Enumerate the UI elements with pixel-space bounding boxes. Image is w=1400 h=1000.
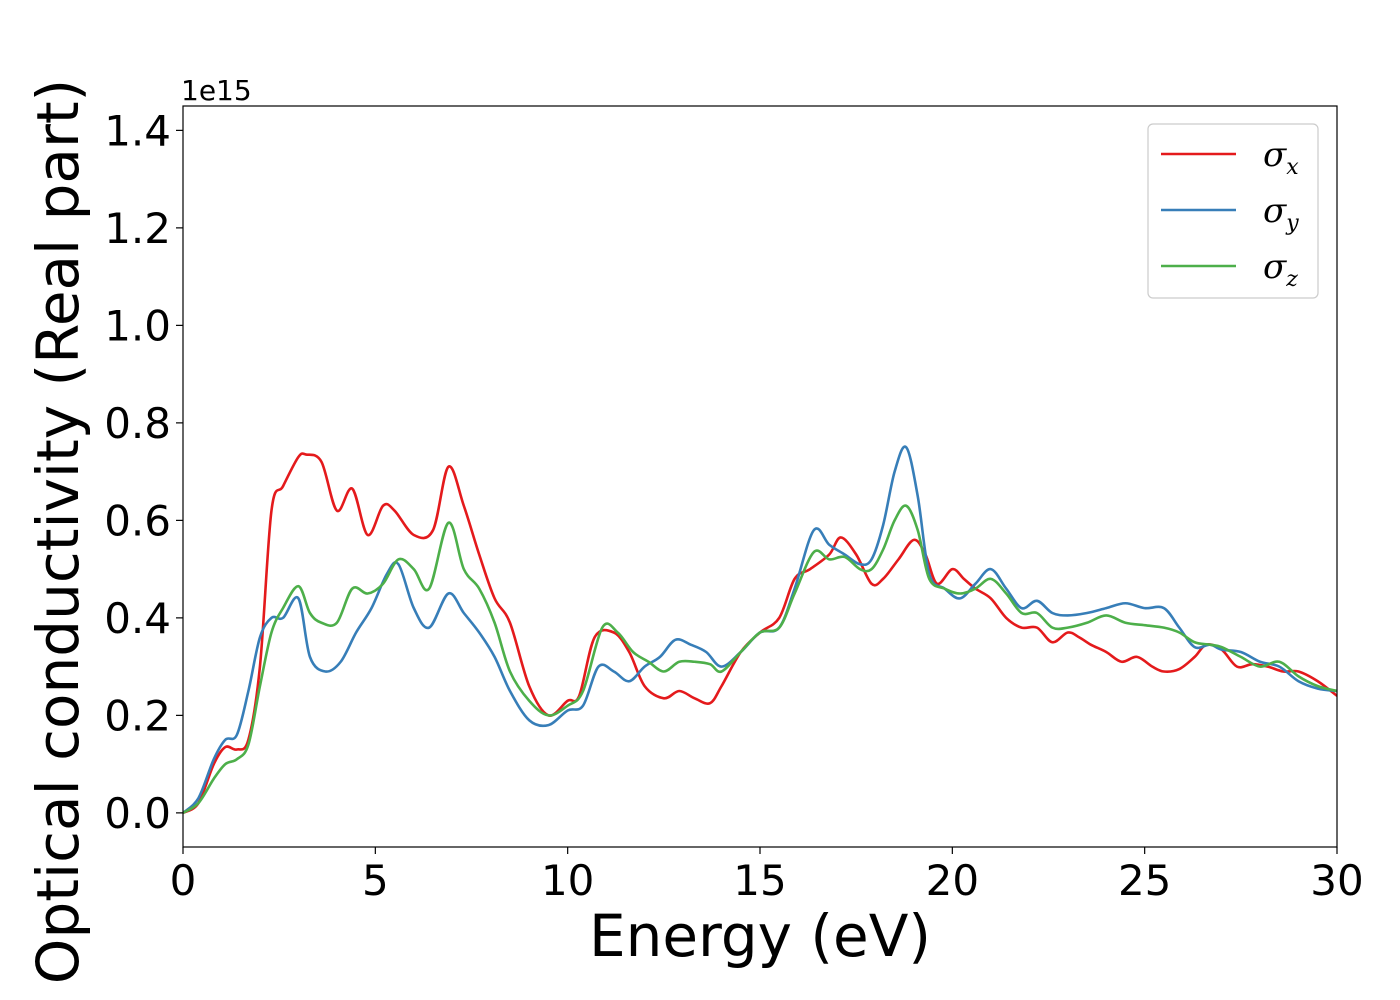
y-axis: 0.0 0.2 0.4 0.6 0.8 1.0 1.2 1.4 [104, 106, 183, 838]
x-tick-label: 0 [170, 856, 197, 905]
y-tick-label: 0.2 [104, 691, 171, 740]
plot-area [182, 105, 1338, 848]
y-tick-label: 0.4 [104, 594, 171, 643]
legend-symbol: σ [1263, 191, 1287, 231]
y-tick-label: 1.0 [104, 301, 171, 350]
x-tick-label: 25 [1118, 856, 1171, 905]
y-tick-label: 1.2 [104, 204, 171, 253]
y-axis-title: Optical conductivity (Real part) [24, 79, 92, 984]
y-tick-label: 0.6 [104, 496, 171, 545]
legend-subscript: z [1285, 267, 1298, 292]
x-axis: 0 5 10 15 20 25 30 [170, 847, 1364, 905]
x-tick-label: 5 [362, 856, 389, 905]
legend-label-x: σx [1263, 135, 1299, 180]
y-tick-label: 0.0 [104, 789, 171, 838]
legend-symbol: σ [1263, 135, 1287, 175]
y-tick-label: 1.4 [104, 106, 171, 155]
x-axis-title: Energy (eV) [589, 902, 931, 970]
series-layer [183, 445, 1337, 815]
legend-subscript: y [1285, 211, 1299, 236]
x-tick-label: 30 [1310, 856, 1363, 905]
series-line-z [183, 504, 1337, 815]
legend-label-y: σy [1263, 191, 1299, 236]
legend-subscript: x [1286, 155, 1299, 180]
legend-label-z: σz [1263, 247, 1298, 292]
x-tick-label: 10 [541, 856, 594, 905]
y-tick-label: 0.8 [104, 399, 171, 448]
y-axis-offset-label: 1e15 [181, 74, 252, 107]
x-tick-label: 20 [926, 856, 979, 905]
legend-symbol: σ [1263, 247, 1287, 287]
x-tick-label: 15 [733, 856, 786, 905]
